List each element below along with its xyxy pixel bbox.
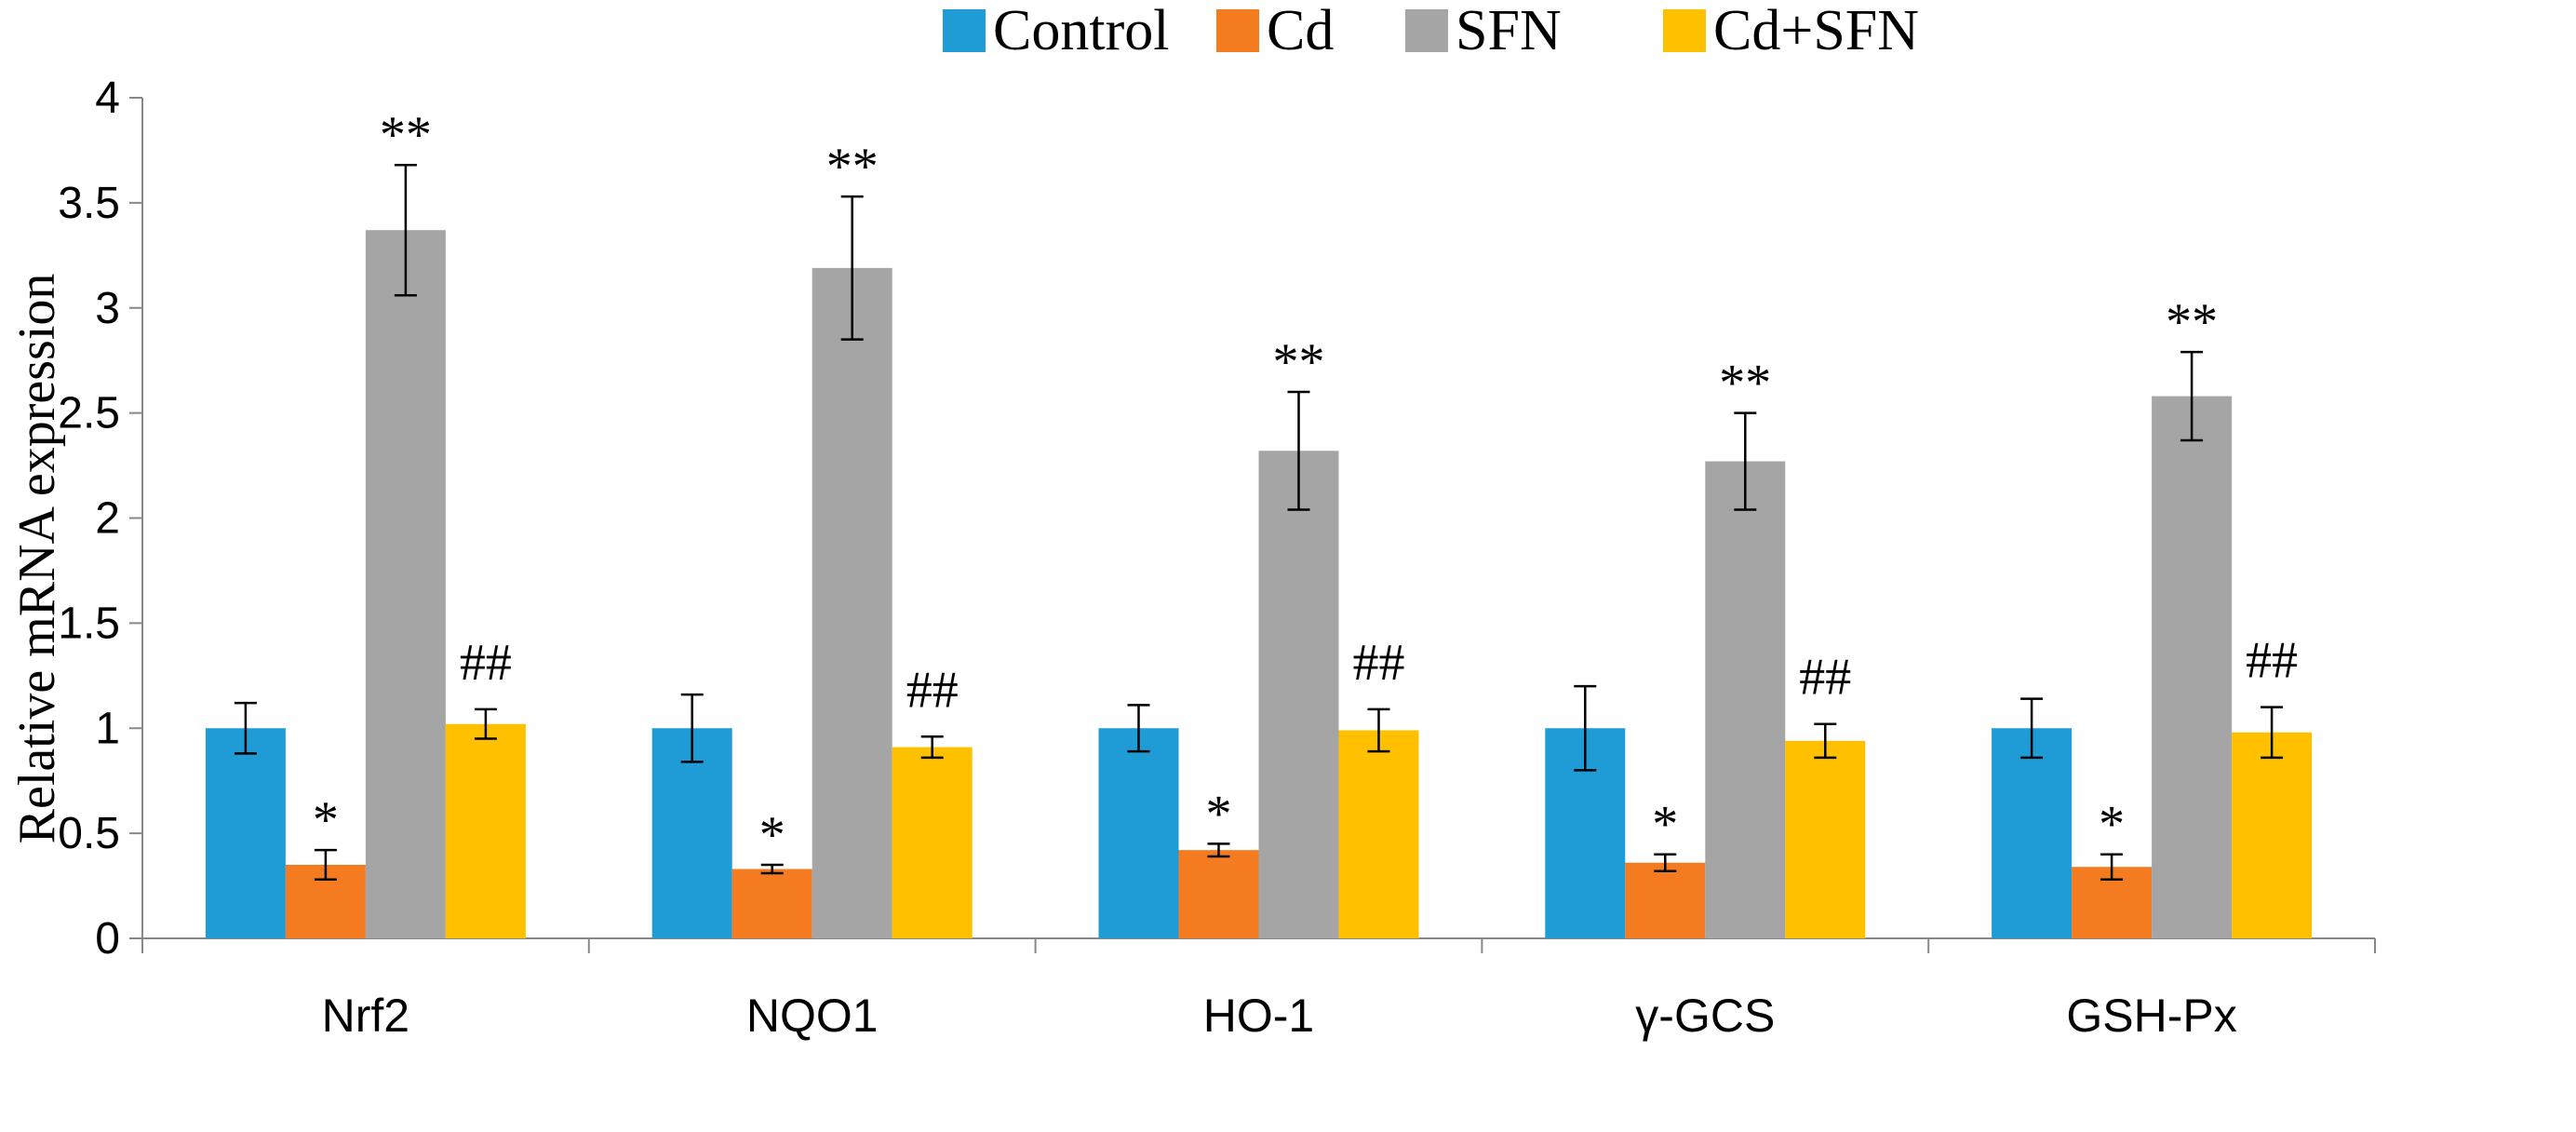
error-bars bbox=[234, 163, 2284, 882]
legend-label: Cd bbox=[1267, 0, 1334, 62]
bar bbox=[1992, 728, 2073, 938]
bar bbox=[1098, 728, 1179, 938]
x-tick-label: GSH-Px bbox=[2066, 990, 2236, 1042]
significance-mark: * bbox=[2099, 796, 2125, 854]
significance-mark: ## bbox=[1799, 649, 1851, 707]
x-tick-label: HO-1 bbox=[1203, 990, 1314, 1042]
significance-mark: ## bbox=[460, 634, 512, 692]
significance-mark: ## bbox=[2246, 632, 2298, 690]
legend-label: Control bbox=[993, 0, 1169, 62]
bar bbox=[731, 869, 812, 938]
bar bbox=[445, 723, 526, 938]
legend-swatch bbox=[1405, 9, 1448, 52]
x-tick-label: Nrf2 bbox=[322, 990, 409, 1042]
bars bbox=[205, 230, 2313, 938]
y-tick-label: 1 bbox=[95, 704, 120, 753]
legend-label: Cd+SFN bbox=[1713, 0, 1919, 62]
significance-mark: ** bbox=[826, 138, 879, 195]
x-tick-label: γ-GCS bbox=[1635, 990, 1775, 1042]
bar bbox=[651, 728, 732, 938]
significance-mark: ** bbox=[380, 106, 432, 164]
y-tick-label: 3 bbox=[95, 284, 120, 333]
y-tick-label: 0.5 bbox=[58, 809, 120, 858]
significance-mark: ## bbox=[906, 661, 959, 719]
legend-swatch bbox=[1216, 9, 1259, 52]
x-tick-label: NQO1 bbox=[746, 990, 879, 1042]
legend-swatch bbox=[1663, 9, 1706, 52]
significance-mark: * bbox=[313, 791, 339, 849]
bar bbox=[1705, 461, 1786, 938]
bar bbox=[2232, 732, 2313, 938]
significance-mark: ## bbox=[1353, 634, 1405, 692]
bar bbox=[892, 747, 973, 938]
y-tick-label: 2.5 bbox=[58, 389, 120, 438]
bar bbox=[1625, 862, 1706, 938]
y-tick-label: 2 bbox=[95, 494, 120, 544]
y-tick-label: 1.5 bbox=[58, 599, 120, 648]
significance-mark: * bbox=[759, 806, 785, 864]
x-tick-labels: Nrf2 NQO1 HO-1 γ-GCS GSH-Px bbox=[322, 990, 2237, 1042]
bar bbox=[1785, 740, 1866, 938]
bar bbox=[2152, 396, 2233, 938]
y-tick-label: 3.5 bbox=[58, 179, 120, 228]
significance-mark: * bbox=[1652, 796, 1678, 854]
y-tick-label: 0 bbox=[95, 914, 120, 964]
bar bbox=[812, 267, 892, 938]
bar bbox=[1258, 451, 1339, 938]
legend: Control Cd SFN Cd+SFN bbox=[943, 0, 1919, 62]
bar bbox=[205, 728, 286, 938]
y-tick-label: 4 bbox=[95, 74, 120, 123]
legend-label: SFN bbox=[1456, 0, 1562, 62]
significance-mark: ** bbox=[2166, 293, 2218, 351]
legend-swatch bbox=[943, 9, 986, 52]
bar bbox=[1338, 730, 1419, 938]
significance-annotations: ***##***##***##***##***## bbox=[313, 106, 2298, 864]
y-axis-label: Relative mRNA expression bbox=[8, 274, 66, 844]
significance-mark: ** bbox=[1273, 333, 1325, 391]
significance-mark: ** bbox=[1719, 355, 1771, 412]
bar bbox=[1178, 850, 1259, 938]
bar bbox=[365, 230, 446, 938]
significance-mark: * bbox=[1206, 785, 1232, 842]
